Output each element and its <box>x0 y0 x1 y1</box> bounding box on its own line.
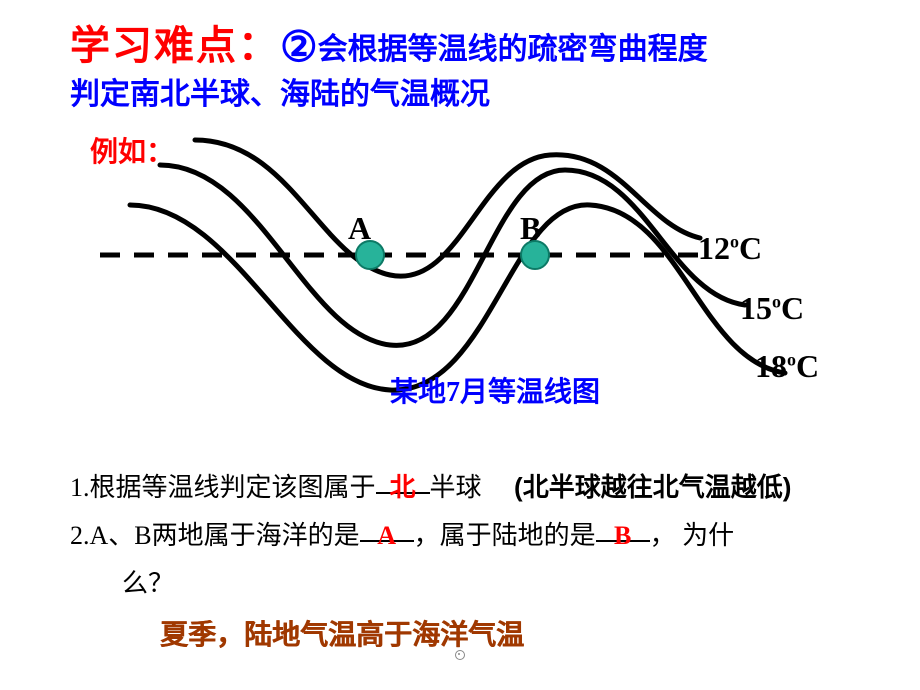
point-b-label: B <box>520 210 541 247</box>
q2-blank-1: A <box>360 514 414 542</box>
q2-answer-2: B <box>614 521 631 550</box>
q2-pre: 2.A、B两地属于海洋的是 <box>70 521 360 550</box>
questions-block: 1.根据等温线判定该图属于北半球 (北半球越往北气温越低) 2.A、B两地属于海… <box>70 465 870 662</box>
temp-15c: 15oC <box>740 290 804 327</box>
slide: 学习难点：②会根据等温线的疏密弯曲程度 判定南北半球、海陆的气温概况 例如： A… <box>0 0 920 690</box>
q2-post: ， 为什 <box>650 521 735 550</box>
page-indicator-icon <box>455 650 465 660</box>
header: 学习难点：②会根据等温线的疏密弯曲程度 判定南北半球、海陆的气温概况 <box>70 18 850 115</box>
temp-unit-2: C <box>781 290 804 326</box>
isotherm-diagram: A B 12oC 15oC 18oC 某地7月等温线图 <box>90 130 810 410</box>
question-2: 2.A、B两地属于海洋的是A，属于陆地的是B， 为什 <box>70 514 870 558</box>
q1-post: 半球 <box>430 473 482 502</box>
q2-answer-1: A <box>377 521 396 550</box>
difficulty-text-1: 会根据等温线的疏密弯曲程度 <box>318 33 708 66</box>
temp-unit-3: C <box>796 348 819 384</box>
q2-mid: ，属于陆地的是 <box>414 521 596 550</box>
temp-18c: 18oC <box>755 348 819 385</box>
circled-two-icon: ② <box>280 20 318 77</box>
diagram-svg <box>90 130 810 410</box>
q1-blank: 北 <box>376 466 430 494</box>
question-2-line2: 么？ <box>122 562 870 606</box>
q2-blank-2: B <box>596 514 650 542</box>
temp-12c: 12oC <box>698 230 762 267</box>
q1-answer: 北 <box>390 473 416 502</box>
q1-note: (北半球越往北气温越低) <box>514 472 791 502</box>
point-a-label: A <box>348 210 371 247</box>
q1-pre: 1.根据等温线判定该图属于 <box>70 473 376 502</box>
temp-value-2: 15 <box>740 290 772 326</box>
difficulty-label: 学习难点： <box>70 23 280 68</box>
difficulty-text-2: 判定南北半球、海陆的气温概况 <box>70 78 490 111</box>
conclusion: 夏季，陆地气温高于海洋气温 <box>160 611 870 659</box>
q2-line2: 么？ <box>122 569 174 598</box>
question-1: 1.根据等温线判定该图属于北半球 (北半球越往北气温越低) <box>70 465 870 510</box>
diagram-caption: 某地7月等温线图 <box>390 370 600 410</box>
temp-value-1: 12 <box>698 230 730 266</box>
temp-unit-1: C <box>739 230 762 266</box>
temp-value-3: 18 <box>755 348 787 384</box>
